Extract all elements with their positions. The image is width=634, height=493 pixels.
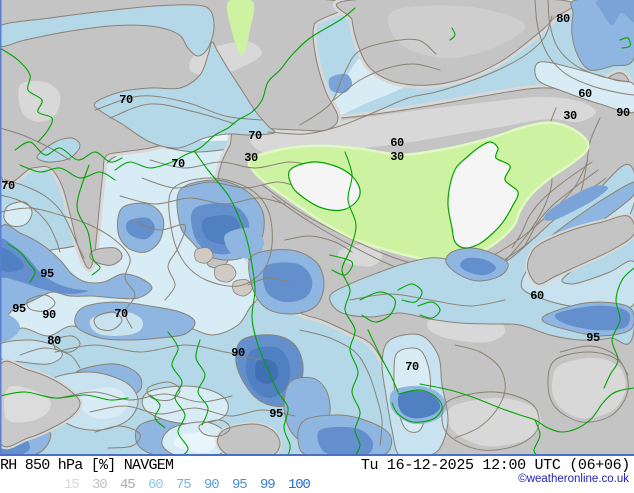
svg-text:95: 95 <box>269 407 283 421</box>
svg-text:90: 90 <box>231 346 245 360</box>
svg-text:95: 95 <box>12 302 26 316</box>
svg-text:30: 30 <box>563 109 577 123</box>
svg-text:70: 70 <box>405 360 419 374</box>
svg-text:70: 70 <box>1 179 15 193</box>
svg-text:30: 30 <box>390 150 404 164</box>
svg-text:90: 90 <box>616 106 630 120</box>
svg-text:90: 90 <box>42 308 56 322</box>
svg-text:70: 70 <box>119 93 133 107</box>
svg-text:70: 70 <box>171 157 185 171</box>
svg-text:60: 60 <box>390 136 404 150</box>
svg-text:70: 70 <box>248 129 262 143</box>
svg-text:80: 80 <box>47 334 61 348</box>
svg-text:60: 60 <box>530 289 544 303</box>
svg-text:70: 70 <box>114 307 128 321</box>
svg-text:95: 95 <box>40 267 54 281</box>
svg-text:60: 60 <box>578 87 592 101</box>
svg-text:80: 80 <box>556 12 570 26</box>
svg-text:30: 30 <box>244 151 258 165</box>
svg-text:95: 95 <box>586 331 600 345</box>
